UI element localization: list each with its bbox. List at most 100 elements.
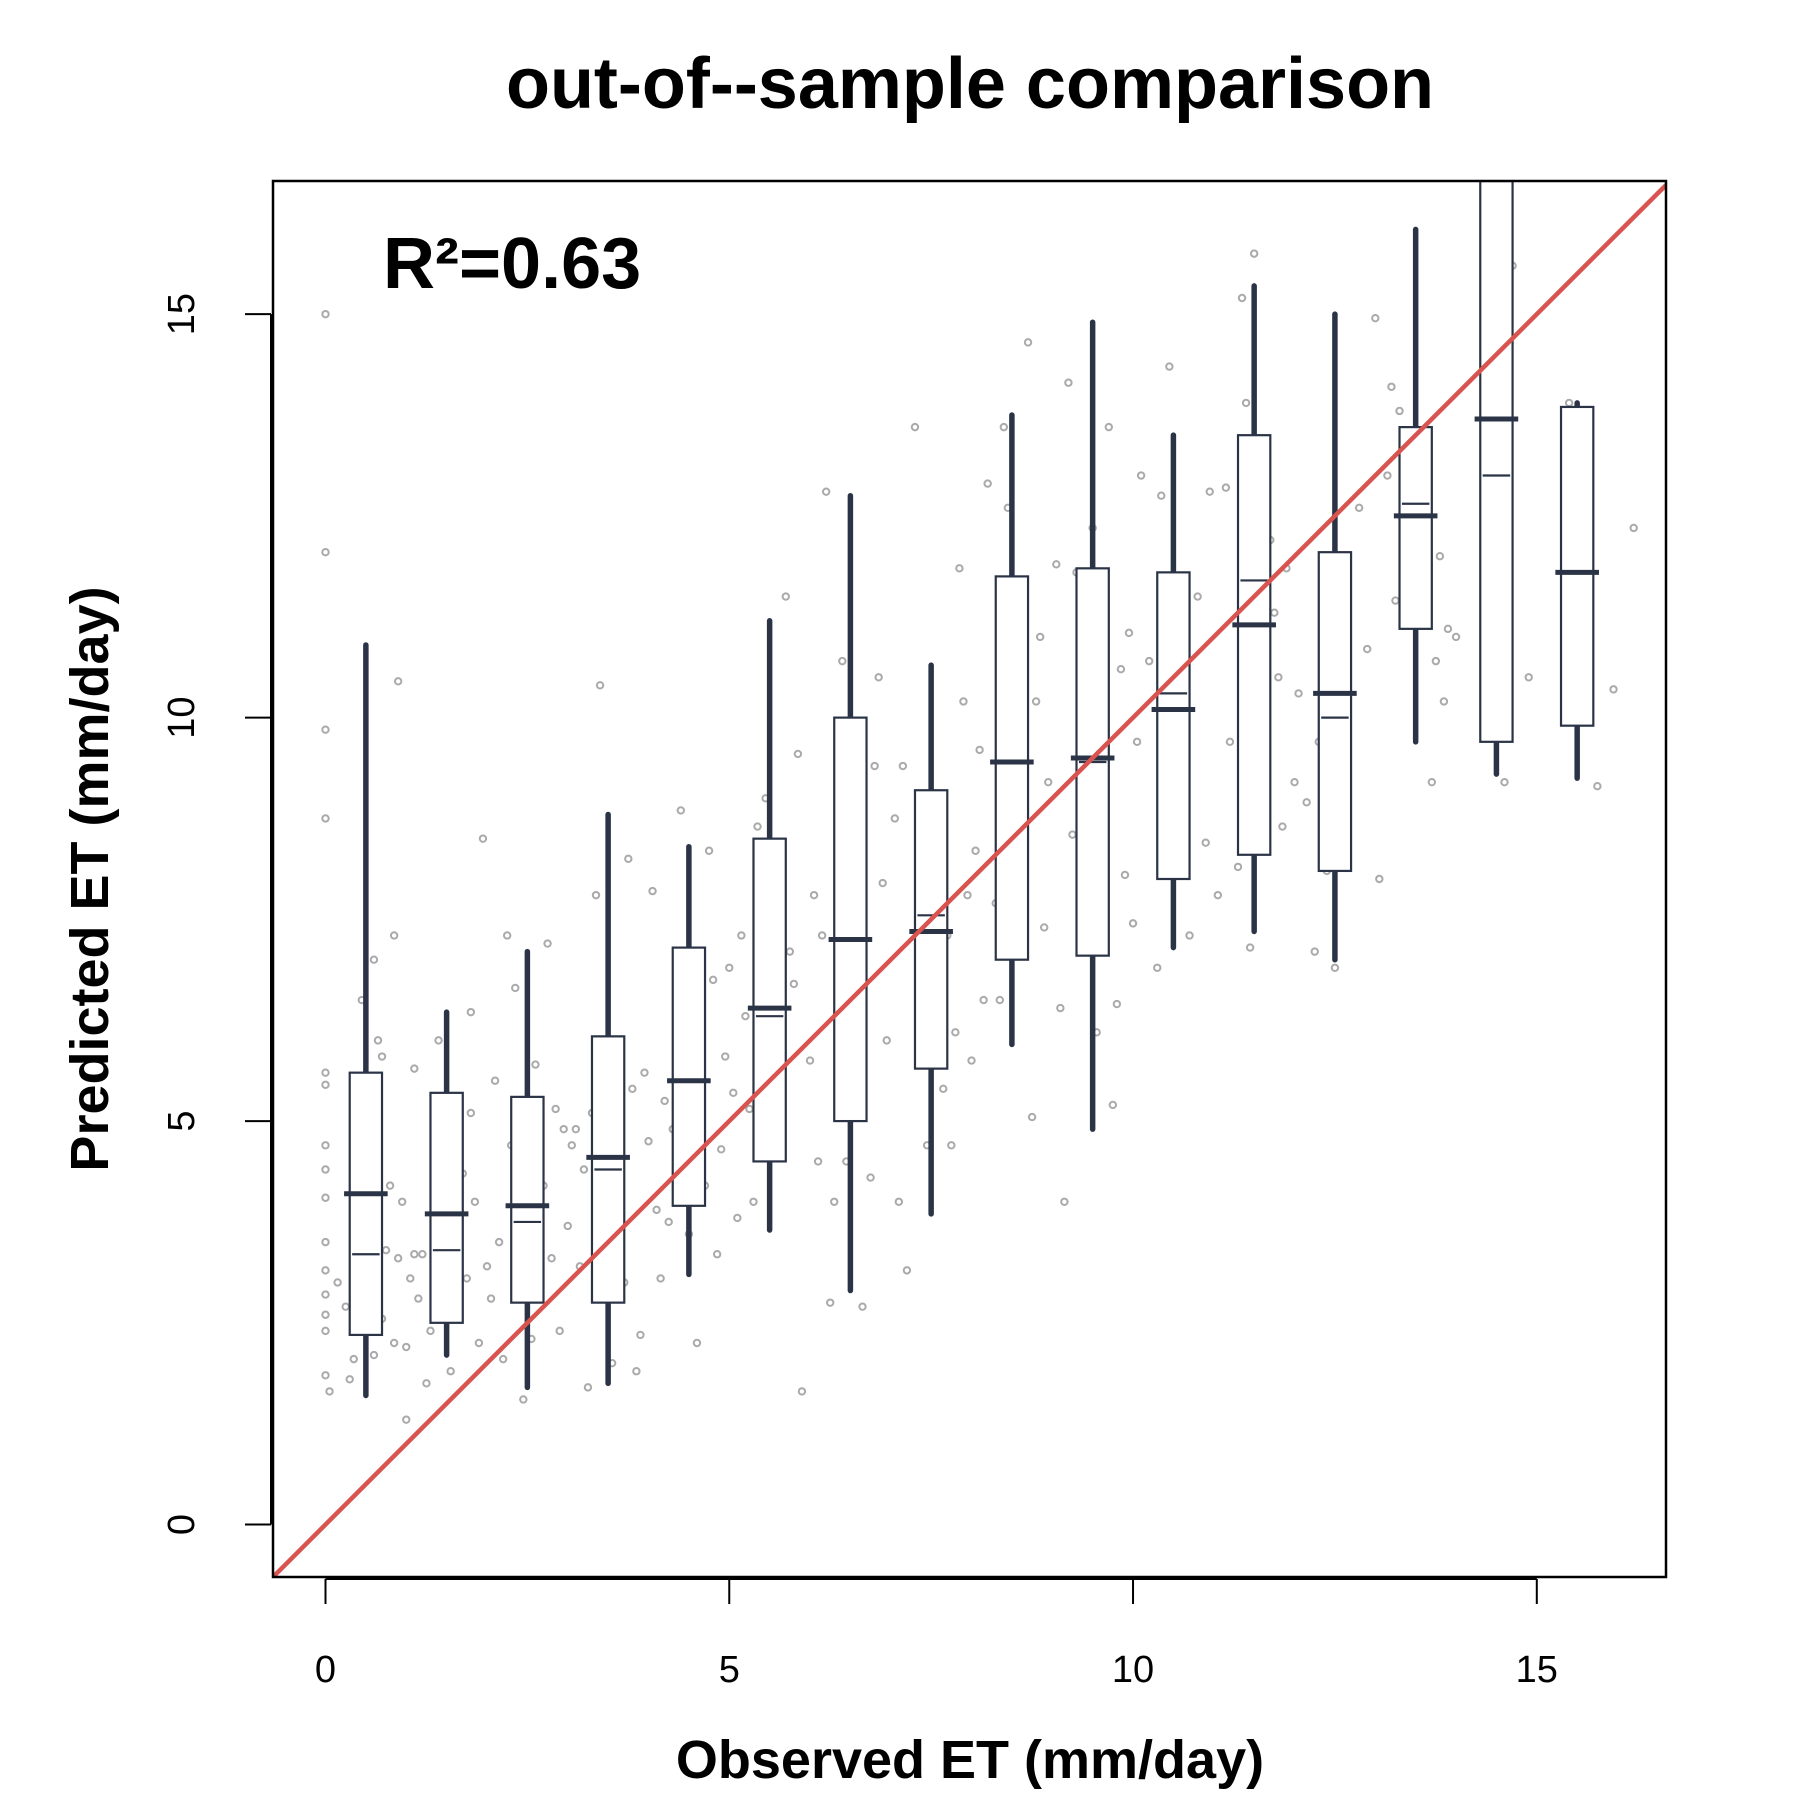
scatter-point [470, 1197, 480, 1206]
identity-line [273, 183, 1666, 1577]
scatter-point [1500, 777, 1509, 787]
scatter-point [410, 1250, 419, 1259]
scatter-point [426, 1326, 435, 1336]
scatter-point [1056, 1003, 1065, 1013]
scatter-point [462, 1274, 472, 1283]
box-plot [667, 843, 711, 1278]
scatter-point [1116, 664, 1126, 674]
box-iqr [1398, 426, 1433, 630]
scatter-point [660, 1096, 669, 1106]
scatter-point [321, 814, 330, 823]
scatter-point [321, 1193, 330, 1202]
box-plot [424, 1009, 469, 1358]
scatter-point [826, 1298, 835, 1307]
scatter-point [999, 422, 1009, 432]
scatter-point [1060, 1197, 1069, 1206]
x-tick-label: 15 [1516, 1649, 1558, 1691]
scatter-point [733, 1213, 742, 1223]
y-tick-label: 0 [161, 1514, 203, 1535]
scatter-point [422, 1379, 431, 1388]
scatter-point [1225, 737, 1235, 747]
scatter-point [1439, 697, 1449, 706]
scatter-point [414, 1294, 423, 1303]
scatter-point [531, 1060, 540, 1069]
box-plot [1313, 311, 1357, 963]
scatter-point [511, 983, 520, 993]
scatter-point [737, 931, 746, 940]
scatter-point [385, 1181, 395, 1190]
scatter-point [490, 1076, 500, 1085]
box-plot [990, 412, 1034, 1048]
scatter-point [882, 1036, 891, 1045]
scatter-point [543, 939, 552, 948]
scatter-point [519, 1395, 528, 1404]
box-iqr [994, 575, 1030, 961]
scatter-point [1165, 362, 1174, 371]
scatter-point [1237, 293, 1247, 303]
scatter-point [797, 1387, 807, 1396]
scatter-point [446, 1367, 455, 1376]
box-iqr [1317, 551, 1353, 873]
scatter-point [341, 1302, 350, 1311]
scatter-point [402, 1415, 411, 1424]
scatter-point [793, 749, 803, 759]
scatter-point [1233, 862, 1243, 872]
scatter-point [821, 487, 831, 496]
scatter-point [983, 479, 992, 488]
scatter-point [1431, 656, 1441, 666]
scatter-point [325, 1387, 334, 1396]
scatter-point [1330, 963, 1340, 972]
scatter-point [1427, 777, 1437, 787]
scatter-point [1383, 471, 1392, 480]
scatter-point [716, 1145, 726, 1154]
scatter-point [874, 673, 883, 682]
scatter-point [971, 846, 980, 855]
scatter-point [1120, 870, 1130, 880]
scatter-point [741, 1011, 750, 1021]
scatter-point [725, 963, 734, 972]
scatter-point [939, 1084, 948, 1094]
scatter-point [466, 1108, 476, 1118]
scatter-point [1391, 596, 1400, 605]
scatter-point [478, 834, 488, 843]
scatter-point [664, 1217, 673, 1227]
scatter-point [652, 1205, 661, 1215]
scatter-point [1245, 943, 1255, 952]
scatter-point [502, 931, 512, 940]
scatter-point [817, 931, 827, 940]
scatter-point [963, 890, 972, 900]
scatter-point [975, 745, 984, 755]
scatter-point [1039, 923, 1049, 932]
scatter-point [1052, 560, 1061, 569]
scatter-point [1201, 838, 1210, 847]
scatter-point [902, 1266, 912, 1275]
scatter-point [321, 1237, 330, 1247]
scatter-point [1023, 338, 1033, 347]
scatter-point [321, 1290, 330, 1299]
scatter-point [321, 1326, 330, 1336]
x-tick-label: 10 [1112, 1649, 1154, 1691]
scatter-point [632, 1367, 641, 1376]
scatter-point [866, 1173, 875, 1182]
scatter-point [838, 656, 847, 666]
box-iqr [752, 837, 787, 1163]
box-iqr [429, 1091, 464, 1324]
scatter-point [1213, 890, 1223, 900]
scatter-point [373, 1036, 383, 1045]
scatter-point [898, 761, 908, 771]
scatter-point [967, 1056, 976, 1065]
r-squared-annotation: R²=0.63 [383, 224, 641, 304]
scatter-point [583, 1383, 593, 1392]
scatter-point [369, 955, 379, 964]
scatter-point [321, 309, 330, 319]
scatter-point [858, 1302, 867, 1311]
scatter-point [648, 886, 657, 896]
scatter-point [345, 1375, 354, 1384]
scatter-point [1270, 608, 1279, 617]
scatter-point [1274, 673, 1283, 682]
box-plot [1393, 226, 1438, 745]
scatter-point [753, 822, 762, 831]
scatter-point [979, 995, 988, 1005]
scatter-point [321, 1266, 330, 1275]
